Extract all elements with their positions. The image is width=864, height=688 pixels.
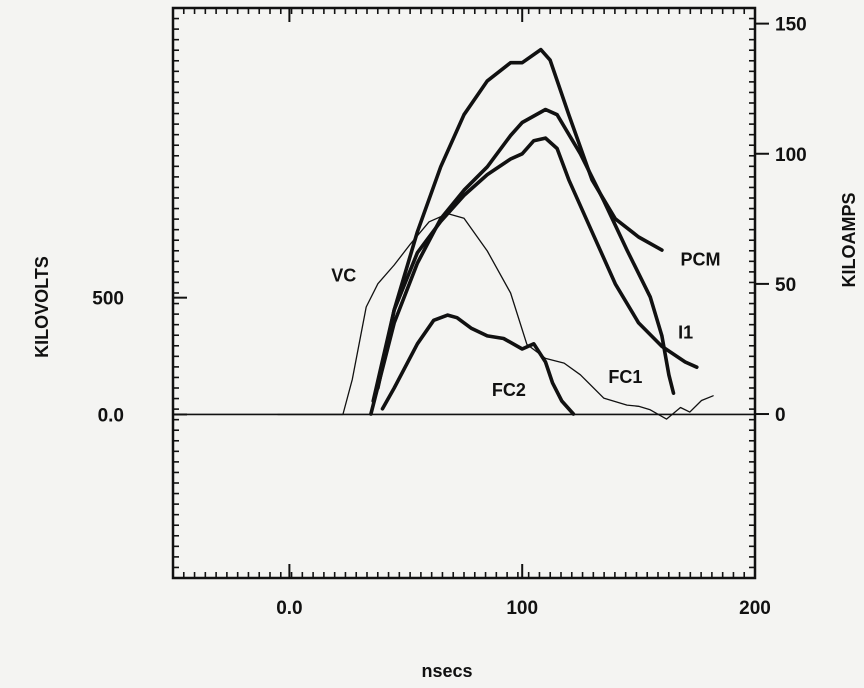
trace-label-i1: I1 <box>678 323 693 343</box>
tick-marks <box>172 7 769 579</box>
trace-vc <box>277 212 714 420</box>
trace-label-fc2: FC2 <box>492 380 526 400</box>
traces <box>277 47 714 420</box>
trace-fc1 <box>371 136 699 403</box>
x-tick-label: 100 <box>506 598 538 619</box>
plot-frame <box>171 6 757 580</box>
right-y-tick-label: 50 <box>775 275 796 296</box>
x-tick-label: 0.0 <box>276 598 302 619</box>
right-y-tick-label: 150 <box>775 15 807 36</box>
right-y-axis-title: KILOAMPS <box>839 192 859 287</box>
trace-fc2 <box>380 313 576 416</box>
trace-label-fc1: FC1 <box>608 367 642 387</box>
left-y-tick-label: 0.0 <box>98 405 124 426</box>
labels: 0.0 100 200 0.0 500 0 50 100 150 VC PCM I1 FC1 FC2 <box>92 15 806 619</box>
trace-label-vc: VC <box>331 265 356 285</box>
trace-label-pcm: PCM <box>681 250 721 270</box>
x-axis-title: nsecs <box>421 661 472 681</box>
left-y-tick-label: 500 <box>92 289 124 310</box>
plot-border <box>171 6 757 580</box>
right-y-tick-label: 100 <box>775 145 807 166</box>
right-y-tick-label: 0 <box>775 405 786 426</box>
x-tick-label: 200 <box>739 598 771 619</box>
left-y-axis-title: KILOVOLTS <box>32 256 52 358</box>
